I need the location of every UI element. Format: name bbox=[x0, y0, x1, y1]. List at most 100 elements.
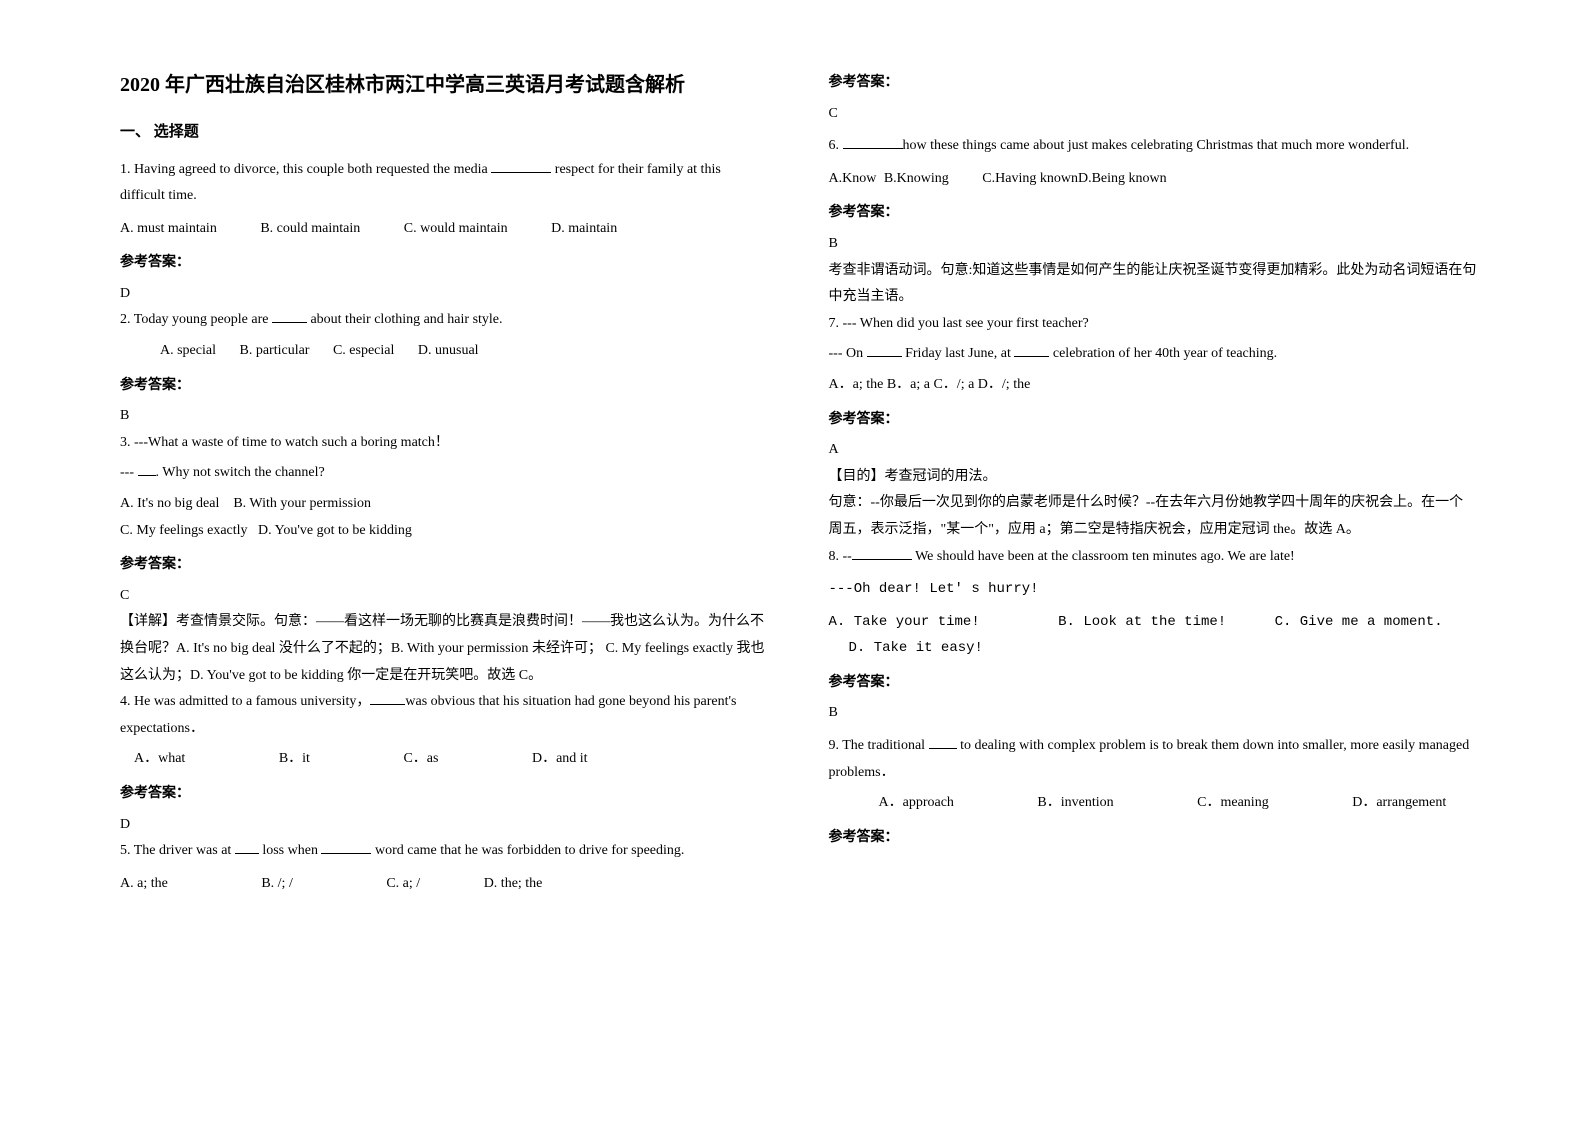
page-title: 2020 年广西壮族自治区桂林市两江中学高三英语月考试题含解析 bbox=[120, 70, 769, 100]
q6-opt-d: D.Being known bbox=[1078, 171, 1167, 186]
q5-opt-d: D. the; the bbox=[484, 876, 543, 891]
q1-opt-a: A. must maintain bbox=[120, 221, 217, 236]
q4-options: A．what B．it C．as D．and it bbox=[120, 746, 769, 773]
q7-explain2: 句意：--你最后一次见到你的启蒙老师是什么时候？--在去年六月份她教学四十周年的… bbox=[829, 490, 1478, 543]
blank bbox=[272, 309, 307, 323]
q9-text-a: 9. The traditional bbox=[829, 738, 929, 753]
q7-line2b: Friday last June, at bbox=[902, 346, 1015, 361]
q4-opt-c: C．as bbox=[403, 751, 438, 766]
q6-opt-c: C.Having known bbox=[982, 171, 1078, 186]
answer-label: 参考答案： bbox=[829, 407, 1478, 434]
q1-answer: D bbox=[120, 281, 769, 308]
blank bbox=[491, 159, 551, 173]
question-9: 9. The traditional to dealing with compl… bbox=[829, 733, 1478, 786]
blank bbox=[138, 462, 156, 476]
q8-answer: B bbox=[829, 700, 1478, 727]
q8-text-a: 8. -- bbox=[829, 549, 852, 564]
q3-options-row1: A. It's no big deal B. With your permiss… bbox=[120, 491, 769, 518]
q8-line2: ---Oh dear! Let' s hurry! bbox=[829, 576, 1478, 603]
q6-answer: B bbox=[829, 231, 1478, 258]
question-2: 2. Today young people are about their cl… bbox=[120, 307, 769, 334]
blank bbox=[867, 343, 902, 357]
q5-text-a: 5. The driver was at bbox=[120, 843, 235, 858]
q9-opt-a: A．approach bbox=[879, 795, 954, 810]
question-3-line1: 3. ---What a waste of time to watch such… bbox=[120, 430, 769, 457]
q8-opt-b: B. Look at the time! bbox=[1058, 614, 1226, 630]
q2-opt-c: C. especial bbox=[333, 343, 394, 358]
answer-label: 参考答案： bbox=[829, 200, 1478, 227]
q7-line2c: celebration of her 40th year of teaching… bbox=[1049, 346, 1277, 361]
q3-opt-b: B. With your permission bbox=[233, 496, 371, 511]
q4-opt-b: B．it bbox=[279, 751, 310, 766]
q3-options-row2: C. My feelings exactly D. You've got to … bbox=[120, 518, 769, 545]
q3-opt-c: C. My feelings exactly bbox=[120, 523, 248, 538]
q2-text-a: 2. Today young people are bbox=[120, 312, 272, 327]
q6-options: A.Know B.Knowing C.Having knownD.Being k… bbox=[829, 166, 1478, 193]
q1-text-a: 1. Having agreed to divorce, this couple… bbox=[120, 162, 491, 177]
blank bbox=[843, 135, 903, 149]
q2-opt-d: D. unusual bbox=[418, 343, 479, 358]
q6-opt-b: B.Knowing bbox=[884, 171, 949, 186]
q5-opt-b: B. /; / bbox=[261, 876, 293, 891]
q1-options: A. must maintain B. could maintain C. wo… bbox=[120, 216, 769, 243]
answer-label: 参考答案： bbox=[120, 373, 769, 400]
question-4: 4. He was admitted to a famous universit… bbox=[120, 689, 769, 742]
q5-answer: C bbox=[829, 101, 1478, 128]
question-5: 5. The driver was at loss when word came… bbox=[120, 838, 769, 865]
q8-opt-c: C. Give me a moment. bbox=[1275, 614, 1443, 630]
q1-opt-b: B. could maintain bbox=[260, 221, 360, 236]
q2-opt-b: B. particular bbox=[239, 343, 309, 358]
answer-label: 参考答案： bbox=[120, 781, 769, 808]
q8-opt-d: D. Take it easy! bbox=[849, 640, 983, 656]
q2-answer: B bbox=[120, 403, 769, 430]
q5-options: A. a; the B. /; / C. a; / D. the; the bbox=[120, 871, 769, 898]
answer-label: 参考答案： bbox=[829, 70, 1478, 97]
q6-text-b: how these things came about just makes c… bbox=[903, 138, 1410, 153]
q3-explain: 【详解】考查情景交际。句意：——看这样一场无聊的比赛真是浪费时间！——我也这么认… bbox=[120, 609, 769, 689]
q8-options-row1: A. Take your time! B. Look at the time! … bbox=[829, 609, 1478, 662]
q5-opt-a: A. a; the bbox=[120, 876, 168, 891]
question-3-line2: --- . Why not switch the channel? bbox=[120, 460, 769, 487]
q1-opt-d: D. maintain bbox=[551, 221, 617, 236]
blank bbox=[852, 546, 912, 560]
q1-opt-c: C. would maintain bbox=[404, 221, 508, 236]
q9-opt-b: B．invention bbox=[1037, 795, 1113, 810]
blank bbox=[235, 840, 259, 854]
q4-answer: D bbox=[120, 812, 769, 839]
question-1: 1. Having agreed to divorce, this couple… bbox=[120, 157, 769, 210]
q2-options: A. special B. particular C. especial D. … bbox=[120, 338, 769, 365]
question-8: 8. -- We should have been at the classro… bbox=[829, 544, 1478, 571]
q4-opt-a: A．what bbox=[134, 751, 185, 766]
q3-opt-a: A. It's no big deal bbox=[120, 496, 219, 511]
q8-text-b: We should have been at the classroom ten… bbox=[912, 549, 1295, 564]
blank bbox=[321, 840, 371, 854]
answer-label: 参考答案： bbox=[829, 825, 1478, 852]
q7-options: A．a; the B．a; a C．/; a D．/; the bbox=[829, 372, 1478, 399]
q7-line2a: --- On bbox=[829, 346, 867, 361]
answer-label: 参考答案： bbox=[120, 552, 769, 579]
q3-opt-d: D. You've got to be kidding bbox=[258, 523, 412, 538]
question-7-line2: --- On Friday last June, at celebration … bbox=[829, 341, 1478, 368]
q7-explain1: 【目的】考查冠词的用法。 bbox=[829, 464, 1478, 491]
q3-line2a: --- bbox=[120, 465, 138, 480]
answer-label: 参考答案： bbox=[120, 250, 769, 277]
q5-opt-c: C. a; / bbox=[386, 876, 420, 891]
q9-options: A．approach B．invention C．meaning D．arran… bbox=[829, 790, 1478, 817]
q2-opt-a: A. special bbox=[160, 343, 216, 358]
q5-text-b: loss when bbox=[259, 843, 322, 858]
question-7-line1: 7. --- When did you last see your first … bbox=[829, 311, 1478, 338]
q6-opt-a: A.Know bbox=[829, 171, 877, 186]
q3-line2b: . Why not switch the channel? bbox=[156, 465, 325, 480]
question-6: 6. how these things came about just make… bbox=[829, 133, 1478, 160]
q4-opt-d: D．and it bbox=[532, 751, 588, 766]
q6-explain: 考查非谓语动词。句意:知道这些事情是如何产生的能让庆祝圣诞节变得更加精彩。此处为… bbox=[829, 258, 1478, 311]
blank bbox=[370, 691, 405, 705]
q2-text-b: about their clothing and hair style. bbox=[307, 312, 503, 327]
answer-label: 参考答案： bbox=[829, 670, 1478, 697]
blank bbox=[929, 735, 957, 749]
q4-text-a: 4. He was admitted to a famous universit… bbox=[120, 694, 370, 709]
q5-text-c: word came that he was forbidden to drive… bbox=[371, 843, 684, 858]
blank bbox=[1014, 343, 1049, 357]
q8-opt-a: A. Take your time! bbox=[829, 614, 980, 630]
q3-answer: C bbox=[120, 583, 769, 610]
